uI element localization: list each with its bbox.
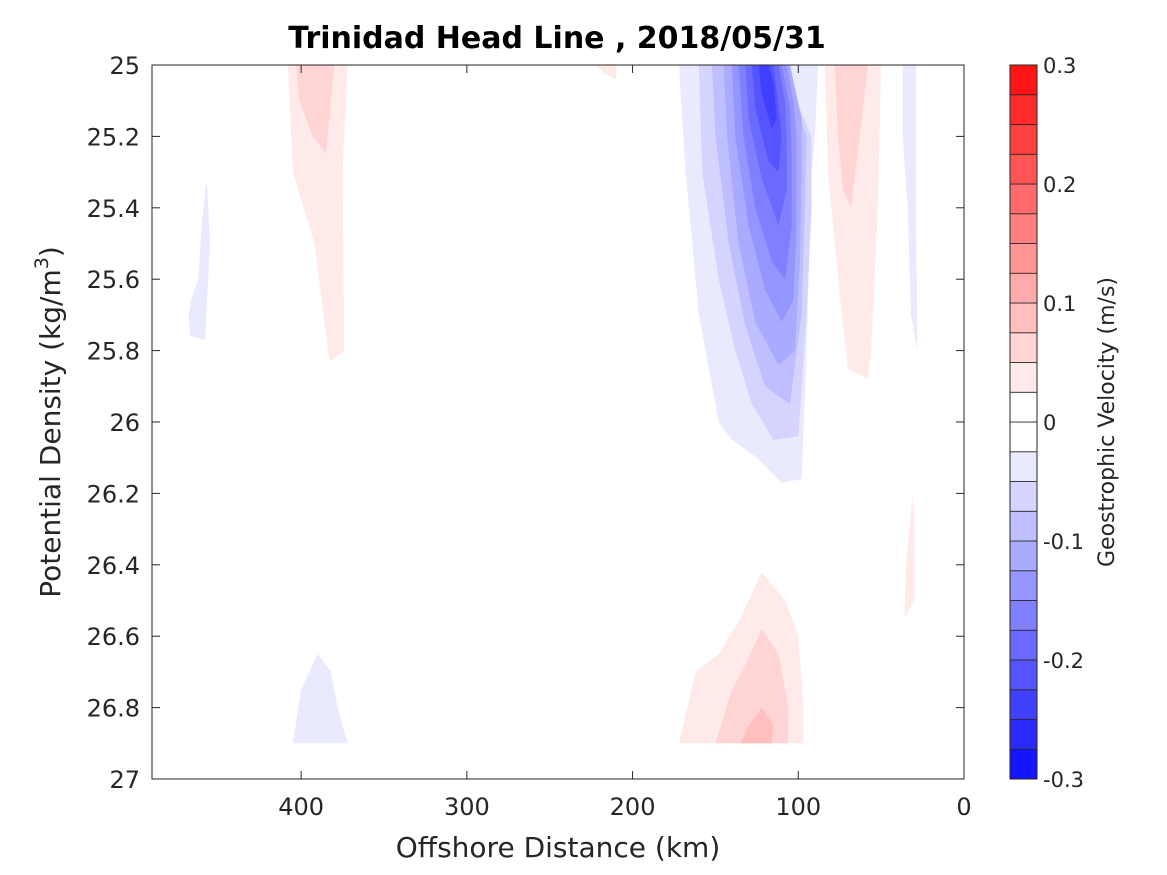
colorbar-tick-label: 0.1 (1043, 292, 1076, 316)
colorbar-ticks: 0.3 0.2 0.1 0 -0.1 -0.2 -0.3 (1031, 54, 1084, 792)
y-tick-label: 26.8 (87, 695, 140, 723)
colorbar-cell (1009, 629, 1038, 661)
colorbar-cell (1009, 748, 1038, 780)
y-tick-label: 25.4 (87, 195, 140, 223)
x-tick-label: 0 (956, 793, 971, 821)
contour-region-deep-positive-l2 (715, 629, 789, 744)
x-tick-label: 400 (278, 793, 324, 821)
contour-region-offshore-positive-column (287, 65, 348, 362)
contour-region-deep-positive-l3 (740, 707, 774, 744)
x-axis-ticks: 400 300 200 100 0 (278, 65, 972, 821)
colorbar-tick-label: 0.3 (1043, 54, 1076, 78)
x-axis-label: Offshore Distance (km) (396, 831, 721, 864)
colorbar-cell (1009, 659, 1038, 691)
contour-region-jet-l8 (751, 65, 782, 173)
colorbar-tick-label: 0 (1043, 411, 1056, 435)
y-axis-label: Potential Density (kg/m3) (31, 246, 67, 598)
y-axis-label-close: ) (34, 246, 67, 257)
colorbar-cell (1009, 391, 1038, 423)
colorbar-cell (1009, 481, 1038, 512)
colorbar-cell (1009, 213, 1038, 244)
colorbar-cell (1009, 153, 1038, 185)
y-tick-label: 26 (109, 409, 140, 437)
chart-title: Trinidad Head Line , 2018/05/31 (288, 21, 825, 56)
y-axis-label-superscript: 3 (31, 257, 53, 269)
y-tick-label: 25.2 (87, 123, 140, 151)
y-tick-label: 25.6 (87, 266, 140, 294)
colorbar-cell (1009, 183, 1038, 215)
contour-region-jet-l9 (758, 65, 777, 130)
colorbar-cell (1009, 600, 1038, 631)
colorbar-cell (1009, 451, 1038, 482)
y-axis-label-main: Potential Density (kg/m (34, 269, 67, 598)
colorbar-cell (1009, 272, 1038, 304)
colorbar-cell (1009, 421, 1038, 453)
contour-region-offshore-negative-patch (188, 179, 210, 340)
colorbar-cell (1009, 332, 1038, 363)
y-tick-label: 26.6 (87, 623, 140, 651)
colorbar-cell (1009, 302, 1038, 334)
x-tick-label: 300 (444, 793, 490, 821)
y-tick-label: 25.8 (87, 338, 140, 366)
contour-layer (188, 65, 918, 744)
x-tick-label: 100 (775, 793, 821, 821)
colorbar-cell (1009, 124, 1038, 155)
colorbar-tick-label: 0.2 (1043, 173, 1076, 197)
contour-region-small-positive-patch (596, 65, 616, 80)
contour-region-coastal-positive-strip (904, 493, 915, 619)
colorbar-cell (1009, 570, 1038, 601)
contour-region-offshore-positive-core (296, 65, 335, 155)
colorbar-label: Geostrophic Velocity (m/s) (1095, 277, 1120, 567)
colorbar-cell (1009, 64, 1038, 96)
colorbar-cell (1009, 94, 1038, 125)
colorbar-cell (1009, 510, 1038, 542)
y-axis-ticks: 25 25.2 25.4 25.6 25.8 26 26.2 26.4 26.6 26.8 27 (87, 52, 964, 794)
colorbar-cell (1009, 719, 1038, 750)
contour-region-coastal-negative-strip (902, 65, 918, 351)
contour-region-inshore-positive-core (834, 65, 868, 208)
colorbar-tick-label: -0.1 (1043, 530, 1084, 554)
colorbar-cell (1009, 362, 1038, 393)
plot-background (152, 65, 964, 779)
colorbar-cells (1009, 64, 1038, 780)
y-tick-label: 25 (109, 52, 140, 80)
y-tick-label: 26.2 (87, 480, 140, 508)
colorbar-cell (1009, 689, 1038, 720)
colorbar: 0.3 0.2 0.1 0 -0.1 -0.2 -0.3 (1009, 54, 1084, 792)
contour-region-deep-negative-patch (292, 654, 348, 744)
colorbar-cell (1009, 243, 1038, 274)
x-tick-label: 200 (610, 793, 656, 821)
colorbar-tick-label: -0.3 (1043, 768, 1084, 792)
plot-area: 400 300 200 100 0 25 25.2 25.4 25.6 25.8 26 26.2 26… (87, 52, 972, 821)
colorbar-tick-label: -0.2 (1043, 649, 1084, 673)
y-tick-label: 27 (109, 766, 140, 794)
colorbar-cell (1009, 540, 1038, 572)
y-tick-label: 26.4 (87, 552, 140, 580)
